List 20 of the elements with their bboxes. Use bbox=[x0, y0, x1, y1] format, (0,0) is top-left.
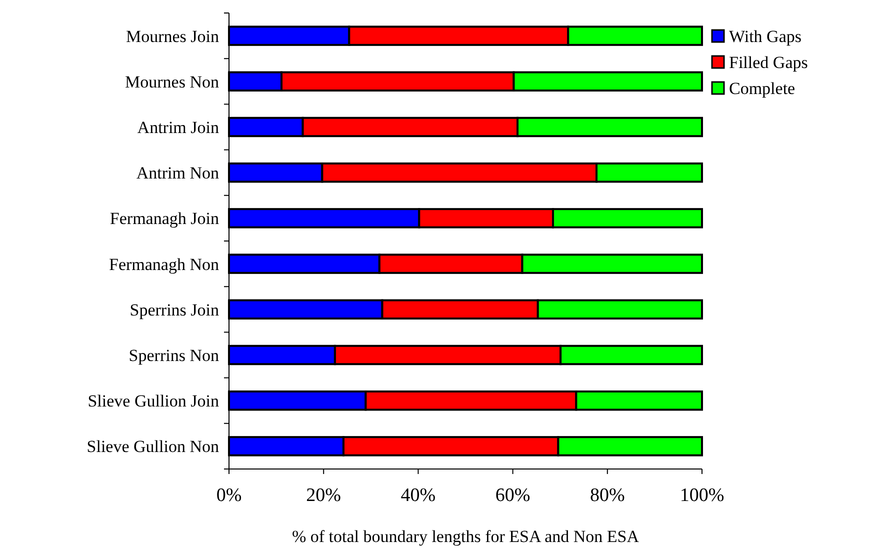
y-tick-label: Fermanagh Non bbox=[108, 254, 220, 274]
x-tick-label: 60% bbox=[495, 485, 530, 506]
legend-label: With Gaps bbox=[729, 26, 802, 46]
y-tick-label: Antrim Non bbox=[136, 164, 220, 183]
y-tick-label: Antrim Join bbox=[137, 118, 220, 137]
y-tick-label: Sperrins Non bbox=[128, 346, 220, 365]
legend-label: Filled Gaps bbox=[729, 52, 808, 72]
legend-label: Complete bbox=[729, 78, 796, 98]
x-tick-label: 100% bbox=[680, 485, 724, 506]
y-tick-label: Slieve Gullion Non bbox=[86, 437, 220, 456]
x-tick-label: 0% bbox=[216, 485, 242, 506]
y-tick-label: Fermanagh Join bbox=[110, 209, 220, 228]
x-axis-title: % of total boundary lengths for ESA and Non ESA bbox=[292, 527, 640, 546]
y-tick-label: Mournes Non bbox=[125, 72, 220, 92]
x-tick-label: 20% bbox=[306, 485, 342, 506]
y-tick-label: Sperrins Join bbox=[130, 300, 220, 320]
x-tick-label: 80% bbox=[590, 485, 625, 506]
y-tick-label: Mournes Join bbox=[126, 26, 220, 46]
y-tick-label: Slieve Gullion Join bbox=[88, 392, 220, 411]
x-tick-label: 40% bbox=[400, 485, 436, 506]
